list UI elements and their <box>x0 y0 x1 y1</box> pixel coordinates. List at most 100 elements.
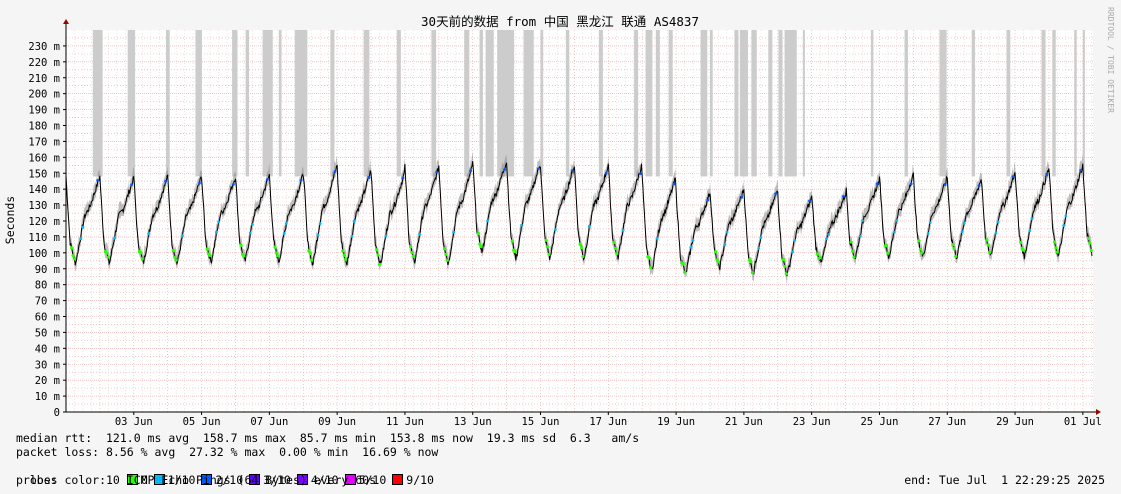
packet-loss-band <box>1006 30 1011 177</box>
loss-color-point <box>960 230 964 234</box>
loss-color-point <box>164 179 167 183</box>
loss-color-point <box>140 257 144 261</box>
loss-color-point <box>757 247 761 250</box>
loss-color-point <box>1064 214 1068 218</box>
loss-color-point <box>1021 248 1026 252</box>
loss-color-point <box>520 223 523 227</box>
loss-color-point <box>1089 248 1093 253</box>
loss-color-point <box>173 255 177 259</box>
loss-color-point <box>435 170 439 174</box>
loss-color-point <box>783 264 787 268</box>
packet-loss-band <box>565 30 570 177</box>
loss-color-point <box>352 219 356 223</box>
loss-color-point <box>784 272 788 276</box>
loss-color-point <box>139 251 143 255</box>
loss-color-point <box>513 250 517 254</box>
loss-color-item: 9/10 <box>392 473 434 487</box>
loss-color-point <box>544 238 548 242</box>
packet-loss-band <box>939 30 947 177</box>
median-rtt-stats: median rtt: 121.0 ms avg 158.7 ms max 85… <box>16 431 640 445</box>
loss-color-point <box>376 253 380 257</box>
loss-color-point <box>273 245 277 249</box>
loss-color-point <box>1052 240 1057 244</box>
loss-color-item-label: 5/10 <box>358 473 387 487</box>
loss-color-point <box>1011 175 1015 179</box>
loss-color-point <box>242 254 246 258</box>
loss-color-point <box>774 192 778 196</box>
loss-color-point <box>920 251 924 255</box>
loss-color-point <box>851 249 855 253</box>
packet-loss-band <box>768 30 773 177</box>
loss-color-point <box>1079 168 1083 172</box>
packet-loss-band <box>870 30 874 177</box>
loss-color-item-label: 3/10 <box>263 473 291 487</box>
loss-color-point <box>299 178 303 182</box>
loss-color-point <box>918 247 923 251</box>
loss-color-point <box>215 230 218 234</box>
loss-color-point <box>72 257 77 261</box>
loss-color-point <box>842 195 845 198</box>
packet-loss-band <box>778 30 783 177</box>
loss-color-point <box>251 223 254 226</box>
loss-color-point <box>284 221 288 225</box>
loss-color-point <box>706 198 710 202</box>
loss-color-point <box>445 258 449 262</box>
loss-color-point <box>1019 240 1023 244</box>
latency-chart: 0 10 m 20 m 30 m 40 m 50 m 60 m 70 m 80 m 90 m 100… <box>3 7 1115 428</box>
packet-loss-band <box>232 30 238 177</box>
packet-loss-band <box>1082 30 1085 177</box>
loss-color-point <box>994 231 998 235</box>
y-tick-label: 160 m <box>28 152 60 164</box>
y-tick-label: 210 m <box>28 73 60 85</box>
loss-color-point <box>581 254 585 259</box>
packet-loss-band <box>497 30 515 177</box>
packet-loss-band <box>802 30 805 177</box>
y-tick-label: 80 m <box>35 280 60 292</box>
packet-loss-band <box>1041 30 1046 177</box>
loss-color-point <box>282 232 286 235</box>
loss-color-point <box>442 247 447 251</box>
loss-color-point <box>486 219 489 223</box>
loss-color-point <box>691 238 695 242</box>
loss-color-point <box>1028 229 1032 232</box>
x-tick-label: 23 Jun <box>793 416 831 428</box>
loss-color-point <box>418 233 422 236</box>
y-tick-label: 30 m <box>35 359 60 371</box>
y-tick-label: 120 m <box>28 216 60 228</box>
loss-color-point <box>276 254 280 258</box>
y-tick-label: 190 m <box>28 105 60 117</box>
loss-color-item: 5/10 <box>344 473 387 487</box>
loss-color-point <box>367 176 371 179</box>
y-axis-label: Seconds <box>3 196 17 244</box>
loss-color-point <box>316 233 320 237</box>
packet-loss-band <box>294 30 308 177</box>
packet-loss-band <box>971 30 976 177</box>
loss-color-point <box>408 245 413 249</box>
y-tick-label: 40 m <box>35 343 60 355</box>
loss-color-legend: loss color: 0 1/10 2/10 3/10 4/10 5/10 9/10 <box>16 459 440 487</box>
loss-color-point <box>791 250 795 254</box>
loss-color-item-label: 1/10 <box>167 473 196 487</box>
loss-color-point <box>452 230 456 234</box>
loss-color-point <box>479 245 483 249</box>
loss-color-point <box>725 230 729 234</box>
x-tick-label: 27 Jun <box>928 416 966 428</box>
loss-color-point <box>350 234 354 238</box>
loss-color-point <box>208 253 212 258</box>
packet-loss-band <box>195 30 202 177</box>
chart-title: 30天前的数据 from 中国 黑龙江 联通 AS4837 <box>421 14 699 29</box>
x-tick-label: 29 Jun <box>996 416 1034 428</box>
y-tick-label: 50 m <box>35 327 60 339</box>
loss-color-point <box>986 243 990 247</box>
y-tick-label: 180 m <box>28 121 60 133</box>
loss-color-point <box>205 247 209 251</box>
packet-loss-band <box>127 30 136 177</box>
loss-color-point <box>943 183 947 187</box>
loss-color-point <box>570 169 574 172</box>
x-tick-label: 05 Jun <box>183 416 221 428</box>
loss-color-point <box>81 225 85 229</box>
packet-loss-band <box>751 30 757 177</box>
x-tick-label: 17 Jun <box>589 416 627 428</box>
loss-color-point <box>503 168 506 172</box>
y-tick-label: 130 m <box>28 200 60 212</box>
